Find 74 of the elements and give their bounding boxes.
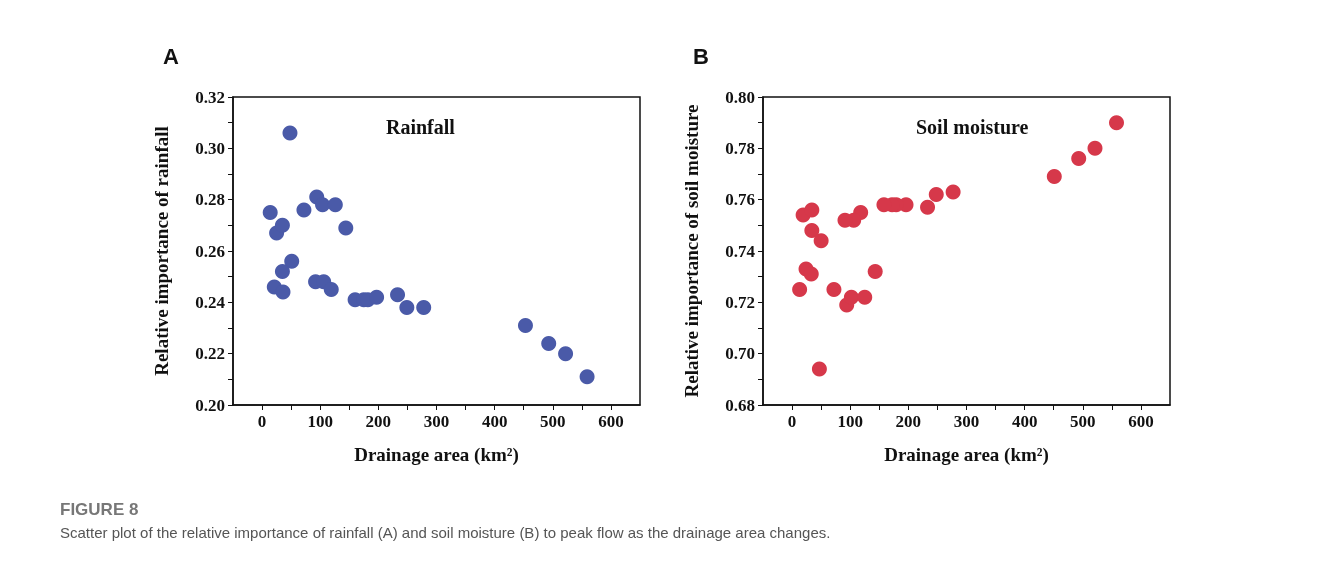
point — [284, 253, 300, 269]
y-tick-label: 0.74 — [725, 241, 756, 261]
point — [323, 282, 339, 297]
y-tick-label: 0.20 — [195, 395, 225, 415]
point — [1109, 115, 1125, 131]
point — [857, 289, 873, 305]
y-tick-label: 0.68 — [725, 395, 755, 415]
y-tick-label: 0.28 — [195, 190, 225, 210]
text: Scatter plot of the relative importance of rainfall (A) and soil moisture (B) to peak flow as the drainage area changes. — [60, 524, 831, 541]
chart-title: B — [693, 43, 709, 69]
y-tick-label: 0.78 — [725, 138, 755, 158]
point — [399, 299, 415, 315]
x-tick-label: 500 — [540, 412, 566, 431]
point — [327, 197, 343, 213]
point — [811, 361, 827, 377]
x-tick-label: 100 — [307, 412, 333, 431]
x-tick-label: 400 — [1011, 412, 1038, 431]
x-tick-label: 0 — [787, 412, 797, 431]
x-tick-label: 100 — [837, 412, 863, 431]
point — [416, 299, 432, 315]
point — [804, 202, 820, 218]
point — [315, 197, 331, 213]
x-tick-label: 300 — [953, 412, 980, 431]
y-tick-label: 0.76 — [725, 190, 755, 210]
chart-title: A — [163, 43, 179, 69]
point — [1071, 151, 1087, 167]
point — [803, 266, 819, 282]
x-axis-title: Drainage area (km²) — [354, 444, 519, 466]
point — [867, 264, 883, 280]
y-tick-label: 0.32 — [195, 87, 225, 107]
point — [262, 205, 278, 220]
point — [945, 184, 961, 200]
annotation: Rainfall — [386, 116, 456, 138]
y-tick-label: 0.30 — [195, 138, 225, 158]
point — [558, 346, 574, 362]
y-tick-label: 0.26 — [195, 241, 225, 261]
point — [517, 317, 533, 333]
x-tick-label: 600 — [598, 412, 624, 431]
y-tick-label: 0.22 — [195, 344, 225, 364]
caption: FIGURE 8 — [60, 500, 140, 520]
x-tick-label: 600 — [1128, 412, 1154, 431]
x-tick-label: 0 — [257, 412, 267, 431]
annotation: Soil moisture — [916, 116, 1029, 138]
point — [579, 369, 595, 385]
point — [928, 187, 944, 203]
point — [274, 217, 290, 233]
point — [813, 233, 829, 249]
point — [338, 220, 354, 236]
y-tick-label: 0.70 — [725, 344, 755, 364]
point — [843, 289, 859, 305]
x-tick-label: 200 — [365, 412, 392, 431]
y-axis-title: Relative importance of rainfall — [151, 126, 172, 376]
point — [1087, 140, 1103, 156]
x-tick-label: 200 — [895, 412, 922, 431]
point — [920, 199, 936, 215]
point — [390, 287, 406, 303]
point — [296, 202, 312, 218]
x-axis-title: Drainage area (km²) — [884, 444, 1049, 466]
y-tick-label: 0.80 — [725, 87, 755, 107]
point — [804, 222, 820, 238]
point — [541, 335, 557, 351]
y-axis-title: Relative importance of soil moisture — [681, 104, 702, 398]
x-tick-label: 400 — [481, 412, 508, 431]
point — [826, 282, 842, 297]
y-tick-label: 0.24 — [195, 292, 226, 312]
point — [1046, 169, 1062, 185]
point — [369, 289, 385, 305]
y-tick-label: 0.72 — [725, 292, 755, 312]
x-tick-label: 500 — [1070, 412, 1096, 431]
point — [282, 125, 298, 141]
point — [792, 282, 808, 297]
x-tick-label: 300 — [423, 412, 450, 431]
point — [274, 264, 290, 280]
point — [275, 284, 291, 300]
